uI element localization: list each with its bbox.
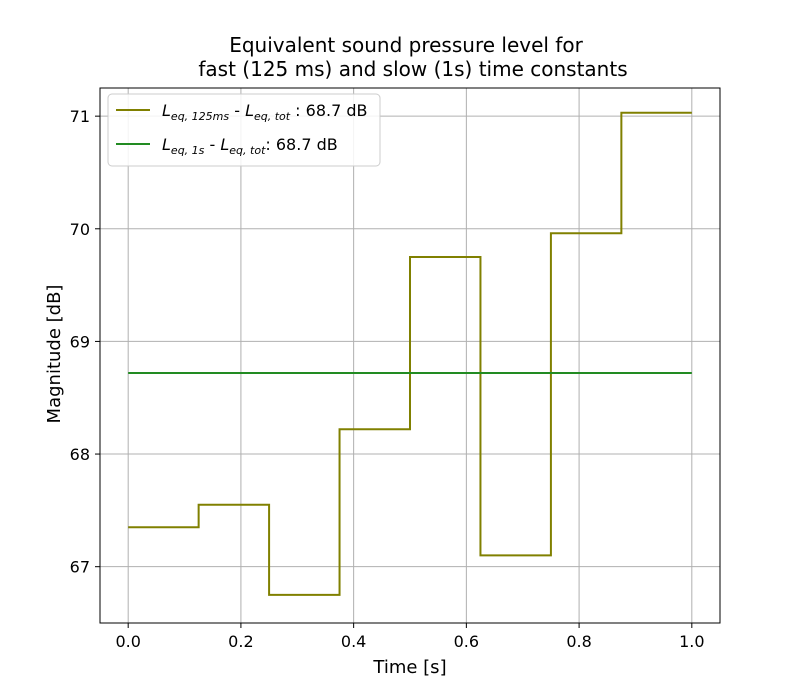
series-layer (128, 111, 692, 596)
y-tick-label: 67 (70, 558, 90, 577)
y-tick-label: 70 (70, 220, 90, 239)
ticks: 0.0 0.2 0.4 0.6 0.8 1.0 67 68 69 70 71 (70, 107, 705, 651)
x-tick-label: 0.2 (228, 632, 253, 651)
legend-label-2: Leq, 1s - Leq, tot: 68.7 dB (162, 135, 338, 157)
chart-title-line1: Equivalent sound pressure level for (229, 33, 583, 57)
legend: Leq, 125ms - Leq, tot : 68.7 dB Leq, 1s -… (107, 93, 381, 167)
y-axis-label: Magnitude [dB] (44, 285, 65, 424)
chart-title-line2: fast (125 ms) and slow (1s) time constan… (198, 57, 627, 81)
y-tick-label: 68 (70, 445, 90, 464)
legend-label-1: Leq, 125ms - Leq, tot : 68.7 dB (162, 101, 368, 123)
legend-box (107, 93, 381, 167)
plot-frame (99, 87, 721, 624)
x-tick-label: 1.0 (679, 632, 704, 651)
x-tick-label: 0.6 (454, 632, 479, 651)
y-tick-label: 69 (70, 332, 90, 351)
x-axis-label: Time [s] (372, 657, 446, 678)
x-tick-label: 0.0 (115, 632, 140, 651)
series-line-1 (128, 111, 692, 596)
x-tick-label: 0.8 (566, 632, 591, 651)
y-tick-label: 71 (70, 107, 90, 126)
x-tick-label: 0.4 (341, 632, 366, 651)
